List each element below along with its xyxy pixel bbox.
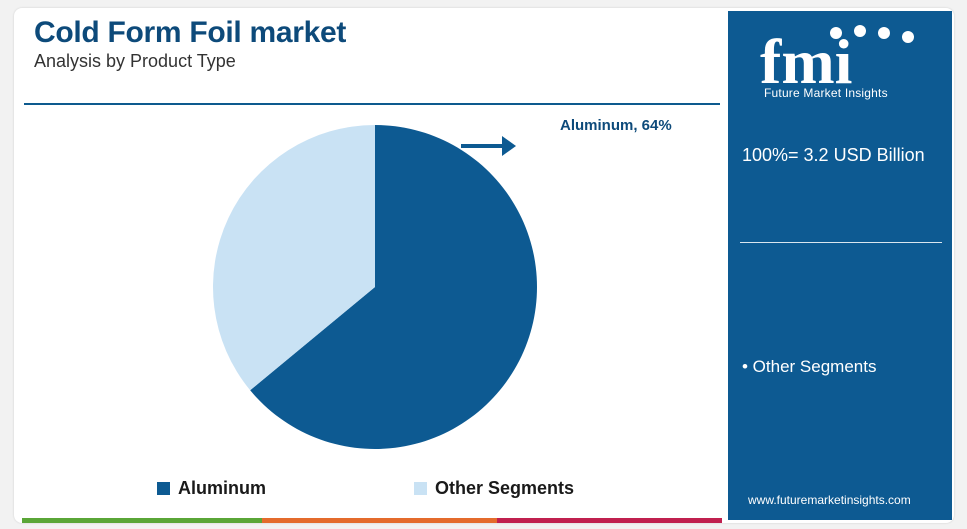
annotation-arrow-head-icon bbox=[502, 136, 516, 156]
data-label-aluminum: Aluminum, 64% bbox=[560, 117, 672, 134]
pie-chart: Aluminum, 64% bbox=[212, 117, 672, 449]
legend-item-other: Other Segments bbox=[414, 478, 574, 499]
bottom-bar-orange bbox=[262, 518, 497, 523]
legend-swatch-aluminum bbox=[157, 482, 170, 495]
legend-label-other: Other Segments bbox=[435, 478, 575, 498]
report-card: Cold Form Foil market Analysis by Produc… bbox=[14, 8, 954, 523]
title-divider bbox=[24, 103, 720, 105]
logo-figure-icon bbox=[854, 25, 866, 37]
legend-item-aluminum: Aluminum bbox=[157, 478, 266, 499]
other-segments-note: • Other Segments bbox=[742, 357, 877, 376]
logo-figure-icon bbox=[878, 27, 890, 39]
bottom-bar-red bbox=[497, 518, 722, 523]
total-value: 100%= 3.2 USD Billion bbox=[742, 145, 925, 165]
bottom-bar-green bbox=[22, 518, 262, 523]
fmi-logo: fmi bbox=[760, 25, 914, 97]
logo-figure-icon bbox=[902, 31, 914, 43]
bottom-color-bar bbox=[22, 518, 722, 523]
chart-subtitle: Analysis by Product Type bbox=[34, 51, 236, 71]
panel-divider bbox=[740, 242, 942, 243]
summary-panel: fmi Future Market Insights 100%= 3.2 USD… bbox=[728, 11, 952, 520]
pie-slice-aluminum bbox=[250, 125, 537, 449]
website-url[interactable]: www.futuremarketinsights.com bbox=[748, 493, 911, 507]
legend-label-aluminum: Aluminum bbox=[178, 478, 266, 498]
legend-swatch-other bbox=[414, 482, 427, 495]
pie-slice-other-segments bbox=[212, 125, 375, 391]
logo-figure-icon bbox=[830, 27, 842, 39]
chart-title: Cold Form Foil market bbox=[34, 16, 347, 49]
logo-subtext: Future Market Insights bbox=[764, 86, 888, 100]
